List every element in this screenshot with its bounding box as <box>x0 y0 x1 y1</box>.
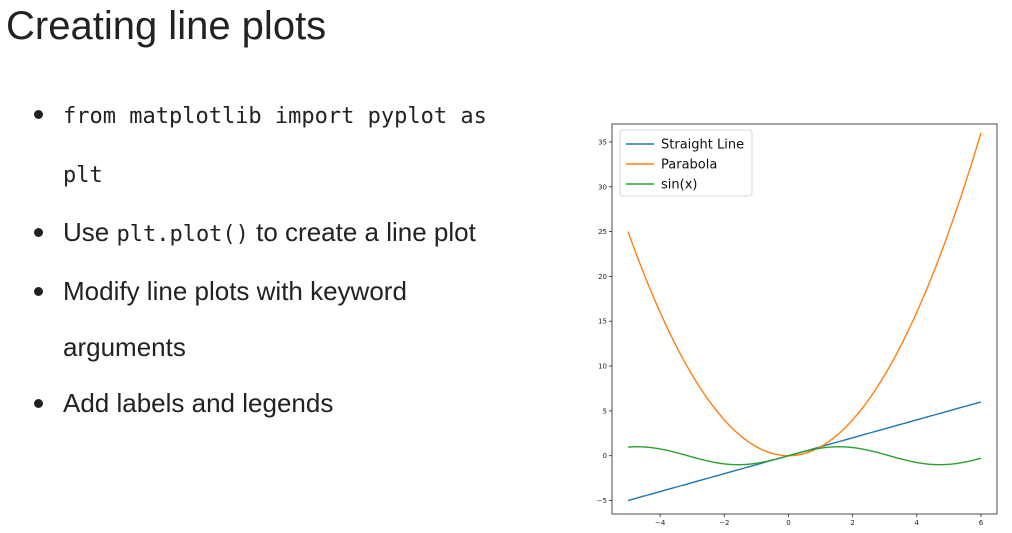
x-tick-label: 0 <box>786 519 790 527</box>
bullet-text-prefix: Use <box>63 217 117 247</box>
legend-box <box>619 129 753 197</box>
x-tick-label: −4 <box>655 519 666 527</box>
y-axis-ticks: −5 0 5 10 15 20 25 30 35 <box>597 138 612 505</box>
bullet-dot-icon <box>34 228 43 237</box>
y-tick-label: 5 <box>603 407 607 415</box>
slide-title: Creating line plots <box>6 4 327 48</box>
bullet-text-suffix: to create a line plot <box>248 217 476 247</box>
line-chart-svg: −4 −2 0 2 4 6 −5 0 5 10 15 20 25 30 35 Straight Line P… <box>597 123 998 527</box>
x-tick-label: 6 <box>979 519 984 527</box>
y-tick-label: 10 <box>598 363 607 371</box>
y-tick-label: 20 <box>598 273 607 281</box>
legend-label: sin(x) <box>661 178 697 193</box>
x-axis-ticks: −4 −2 0 2 4 6 <box>655 514 984 527</box>
y-tick-label: 0 <box>603 452 607 460</box>
x-tick-label: −2 <box>719 519 729 527</box>
series-line-2 <box>627 446 982 466</box>
y-tick-label: 25 <box>598 228 607 236</box>
bullet-item-labels: Add labels and legends <box>32 375 522 431</box>
x-tick-label: 4 <box>915 519 920 527</box>
bullet-item-plot: Use plt.plot() to create a line plot <box>32 204 522 263</box>
bullet-list: from matplotlib import pyplot as plt Use… <box>32 86 522 431</box>
bullet-text-modify: Modify line plots with keyword arguments <box>63 276 407 362</box>
bullet-dot-icon <box>34 399 43 408</box>
series-layer <box>627 132 982 502</box>
bullet-dot-icon <box>34 110 43 119</box>
legend-label: Parabola <box>661 158 717 173</box>
series-line-1 <box>627 132 982 457</box>
bullet-item-modify: Modify line plots with keyword arguments <box>32 263 522 375</box>
bullet-text-labels: Add labels and legends <box>63 388 334 418</box>
chart-legend: Straight Line Parabola sin(x) <box>619 129 753 197</box>
bullet-dot-icon <box>34 287 43 296</box>
bullet-code-import: from matplotlib import pyplot as plt <box>63 104 487 188</box>
y-tick-label: 30 <box>598 183 607 191</box>
plot-frame <box>611 123 998 515</box>
bullet-code-plot: plt.plot() <box>116 222 249 247</box>
legend-label: Straight Line <box>661 138 744 153</box>
x-tick-label: 2 <box>850 519 854 527</box>
y-tick-label: −5 <box>597 497 607 505</box>
bullet-item-import: from matplotlib import pyplot as plt <box>32 86 522 204</box>
y-tick-label: 35 <box>598 138 607 146</box>
line-chart: −4 −2 0 2 4 6 −5 0 5 10 15 20 25 30 35 Straight Line P… <box>574 108 1006 533</box>
y-tick-label: 15 <box>598 318 607 326</box>
